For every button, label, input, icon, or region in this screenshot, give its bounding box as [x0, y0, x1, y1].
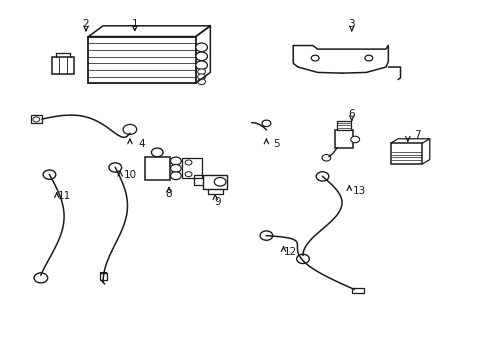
Circle shape: [350, 136, 359, 143]
Circle shape: [322, 154, 330, 161]
Circle shape: [185, 160, 192, 165]
Bar: [88, 37, 195, 83]
Circle shape: [195, 43, 207, 51]
Text: 6: 6: [348, 109, 354, 119]
Circle shape: [123, 125, 137, 134]
Bar: [390, 143, 422, 164]
Circle shape: [170, 172, 181, 180]
Circle shape: [109, 163, 122, 172]
Circle shape: [364, 55, 372, 61]
Text: 4: 4: [139, 139, 145, 149]
Circle shape: [214, 177, 225, 186]
Text: 1: 1: [131, 19, 138, 29]
Circle shape: [260, 231, 272, 240]
Circle shape: [170, 165, 181, 172]
Circle shape: [197, 74, 205, 80]
Circle shape: [195, 52, 207, 60]
Bar: [100, 273, 106, 280]
Bar: [182, 158, 201, 178]
Text: 12: 12: [284, 247, 297, 257]
Circle shape: [170, 157, 181, 165]
Circle shape: [34, 273, 48, 283]
Circle shape: [197, 79, 205, 85]
Bar: [351, 288, 363, 293]
Circle shape: [262, 120, 270, 127]
Circle shape: [296, 254, 309, 264]
Text: 7: 7: [413, 130, 420, 140]
Bar: [334, 130, 352, 148]
Circle shape: [195, 61, 207, 69]
Text: 9: 9: [214, 197, 221, 207]
Circle shape: [151, 148, 163, 157]
Text: 8: 8: [165, 189, 172, 199]
Circle shape: [33, 117, 40, 122]
Circle shape: [311, 55, 319, 61]
Bar: [336, 121, 350, 130]
Bar: [144, 157, 170, 180]
Circle shape: [316, 172, 328, 181]
Text: 2: 2: [82, 19, 89, 29]
Text: 5: 5: [272, 139, 279, 149]
Circle shape: [43, 170, 56, 179]
Text: 3: 3: [348, 19, 354, 29]
Circle shape: [185, 172, 192, 177]
Text: 11: 11: [58, 191, 71, 201]
Text: 10: 10: [123, 170, 136, 180]
Text: 13: 13: [352, 186, 365, 196]
Circle shape: [197, 69, 205, 75]
Bar: [203, 175, 227, 189]
Bar: [31, 116, 41, 123]
Bar: [52, 57, 74, 74]
